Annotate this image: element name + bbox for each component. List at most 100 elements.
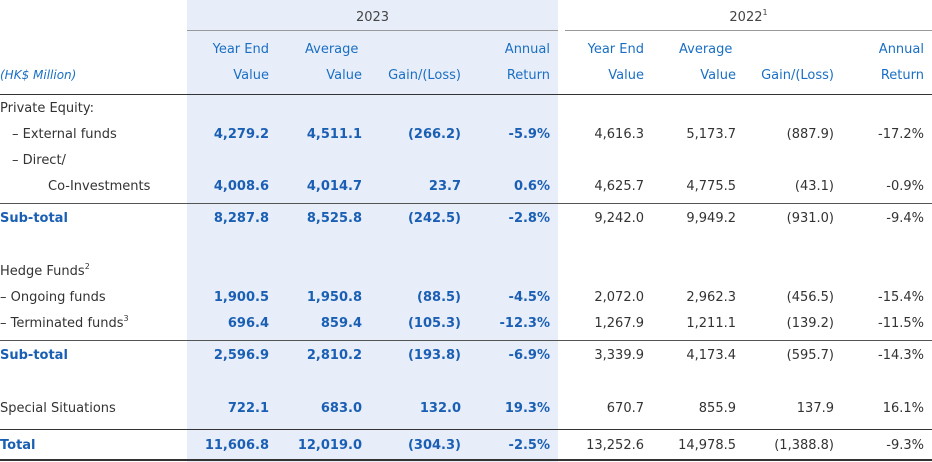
col-2022-annual-line1: Annual [878, 42, 924, 57]
footnote-3-marker: 3 [123, 314, 129, 323]
cell-2022-average: 2,962.3 [686, 290, 736, 305]
year-2022-rule [565, 30, 932, 31]
cell-2023-average: 1,950.8 [306, 290, 362, 305]
col-2022-annual-line2: Return [880, 68, 924, 83]
row-label: – Terminated funds3 [0, 314, 129, 331]
row-label: – Ongoing funds [0, 290, 106, 305]
row-label: Co-Investments [48, 179, 151, 194]
col-2023-average-line1: Average [305, 42, 359, 57]
row-label: Private Equity: [0, 101, 94, 116]
year-2022-text: 2022 [729, 10, 763, 25]
cell-2023-gain: (242.5) [407, 211, 461, 226]
cell-2023-gain: (193.8) [407, 348, 461, 363]
cell-2023-average: 12,019.0 [297, 438, 362, 453]
table-row-hedge-funds: Hedge Funds2 [0, 262, 932, 284]
col-2023-average-line2: Value [326, 68, 362, 83]
cell-2022-return: -0.9% [886, 179, 924, 194]
cell-2023-average: 8,525.8 [306, 211, 362, 226]
cell-2023-year-end: 2,596.9 [213, 348, 269, 363]
cell-2023-average: 2,810.2 [306, 348, 362, 363]
cell-2023-return: -2.8% [508, 211, 550, 226]
col-2023-year-end-line2: Value [233, 68, 269, 83]
total-rule-top [0, 429, 932, 430]
cell-2023-gain: (266.2) [407, 127, 461, 142]
year-2022-heading: 20221 [565, 8, 932, 25]
cell-2023-average: 4,511.1 [306, 127, 362, 142]
col-2022-gain-header: Gain/(Loss) [761, 68, 834, 83]
cell-2023-gain: (304.3) [407, 438, 461, 453]
footnote-1-marker: 1 [762, 8, 768, 17]
row-label: Hedge Funds2 [0, 262, 90, 279]
cell-2023-average: 859.4 [320, 316, 362, 331]
table-row-total: Total 11,606.8 12,019.0 (304.3) -2.5% 13… [0, 438, 932, 458]
cell-2022-year-end: 4,625.7 [594, 179, 644, 194]
cell-2022-average: 4,775.5 [686, 179, 736, 194]
table-row-subtotal-pe: Sub-total 8,287.8 8,525.8 (242.5) -2.8% … [0, 211, 932, 231]
cell-2022-gain: (887.9) [786, 127, 834, 142]
table-row-direct: – Direct/ [0, 153, 932, 173]
cell-2022-return: -15.4% [878, 290, 924, 305]
cell-2022-year-end: 670.7 [606, 401, 644, 416]
cell-2022-return: -9.4% [886, 211, 924, 226]
cell-2022-year-end: 2,072.0 [594, 290, 644, 305]
row-label: Special Situations [0, 401, 116, 416]
total-rule-bottom [0, 459, 932, 461]
table-row-ongoing-funds: – Ongoing funds 1,900.5 1,950.8 (88.5) -… [0, 290, 932, 310]
cell-2022-average: 9,949.2 [686, 211, 736, 226]
cell-2022-return: -14.3% [878, 348, 924, 363]
table-row-co-investments: Co-Investments 4,008.6 4,014.7 23.7 0.6%… [0, 179, 932, 199]
table-row-special-situations: Special Situations 722.1 683.0 132.0 19.… [0, 401, 932, 421]
year-2023-heading: 2023 [355, 10, 390, 25]
table-row-private-equity: Private Equity: [0, 101, 932, 121]
row-label: – External funds [12, 127, 117, 142]
cell-2023-average: 683.0 [320, 401, 362, 416]
subtotal-rule-hf [0, 340, 932, 341]
cell-2023-return: -5.9% [508, 127, 550, 142]
col-2023-year-end-line1: Year End [212, 42, 269, 57]
col-2023-annual-line2: Return [506, 68, 550, 83]
table-row-external-funds: – External funds 4,279.2 4,511.1 (266.2)… [0, 127, 932, 147]
terminated-funds-text: – Terminated funds [0, 316, 124, 331]
cell-2023-year-end: 11,606.8 [204, 438, 269, 453]
cell-2023-return: -12.3% [499, 316, 551, 331]
cell-2022-year-end: 9,242.0 [594, 211, 644, 226]
cell-2023-return: -6.9% [508, 348, 550, 363]
cell-2022-average: 1,211.1 [686, 316, 736, 331]
cell-2023-return: 0.6% [513, 179, 550, 194]
cell-2023-gain: (88.5) [417, 290, 461, 305]
cell-2023-gain: 23.7 [428, 179, 461, 194]
cell-2023-gain: 132.0 [419, 401, 461, 416]
col-2023-gain-header: Gain/(Loss) [388, 68, 461, 83]
cell-2023-average: 4,014.7 [306, 179, 362, 194]
cell-2023-return: -2.5% [508, 438, 550, 453]
cell-2022-gain: 137.9 [796, 401, 834, 416]
header-rule [0, 94, 932, 95]
unit-label: (HK$ Million) [0, 68, 77, 82]
cell-2022-gain: (43.1) [794, 179, 834, 194]
col-2023-annual-line1: Annual [504, 42, 550, 57]
cell-2022-return: -11.5% [878, 316, 924, 331]
cell-2022-year-end: 4,616.3 [594, 127, 644, 142]
row-label: Total [0, 438, 36, 453]
cell-2022-average: 4,173.4 [686, 348, 736, 363]
year-2023-highlight-band [187, 0, 558, 462]
cell-2023-return: -4.5% [508, 290, 550, 305]
subtotal-rule-pe [0, 203, 932, 204]
cell-2022-gain: (931.0) [786, 211, 834, 226]
cell-2023-year-end: 8,287.8 [213, 211, 269, 226]
col-2022-year-end-line2: Value [608, 68, 644, 83]
row-label: Sub-total [0, 211, 68, 226]
col-2022-average-line1: Average [679, 42, 733, 57]
col-2022-average-line2: Value [700, 68, 736, 83]
cell-2022-gain: (1,388.8) [774, 438, 834, 453]
cell-2022-gain: (456.5) [786, 290, 834, 305]
cell-2022-year-end: 1,267.9 [594, 316, 644, 331]
cell-2022-return: -17.2% [878, 127, 924, 142]
cell-2022-average: 5,173.7 [686, 127, 736, 142]
table-row-subtotal-hf: Sub-total 2,596.9 2,810.2 (193.8) -6.9% … [0, 348, 932, 368]
cell-2023-year-end: 1,900.5 [213, 290, 269, 305]
year-2023-rule [187, 30, 558, 31]
footnote-2-marker: 2 [84, 262, 90, 271]
cell-2022-gain: (595.7) [786, 348, 834, 363]
